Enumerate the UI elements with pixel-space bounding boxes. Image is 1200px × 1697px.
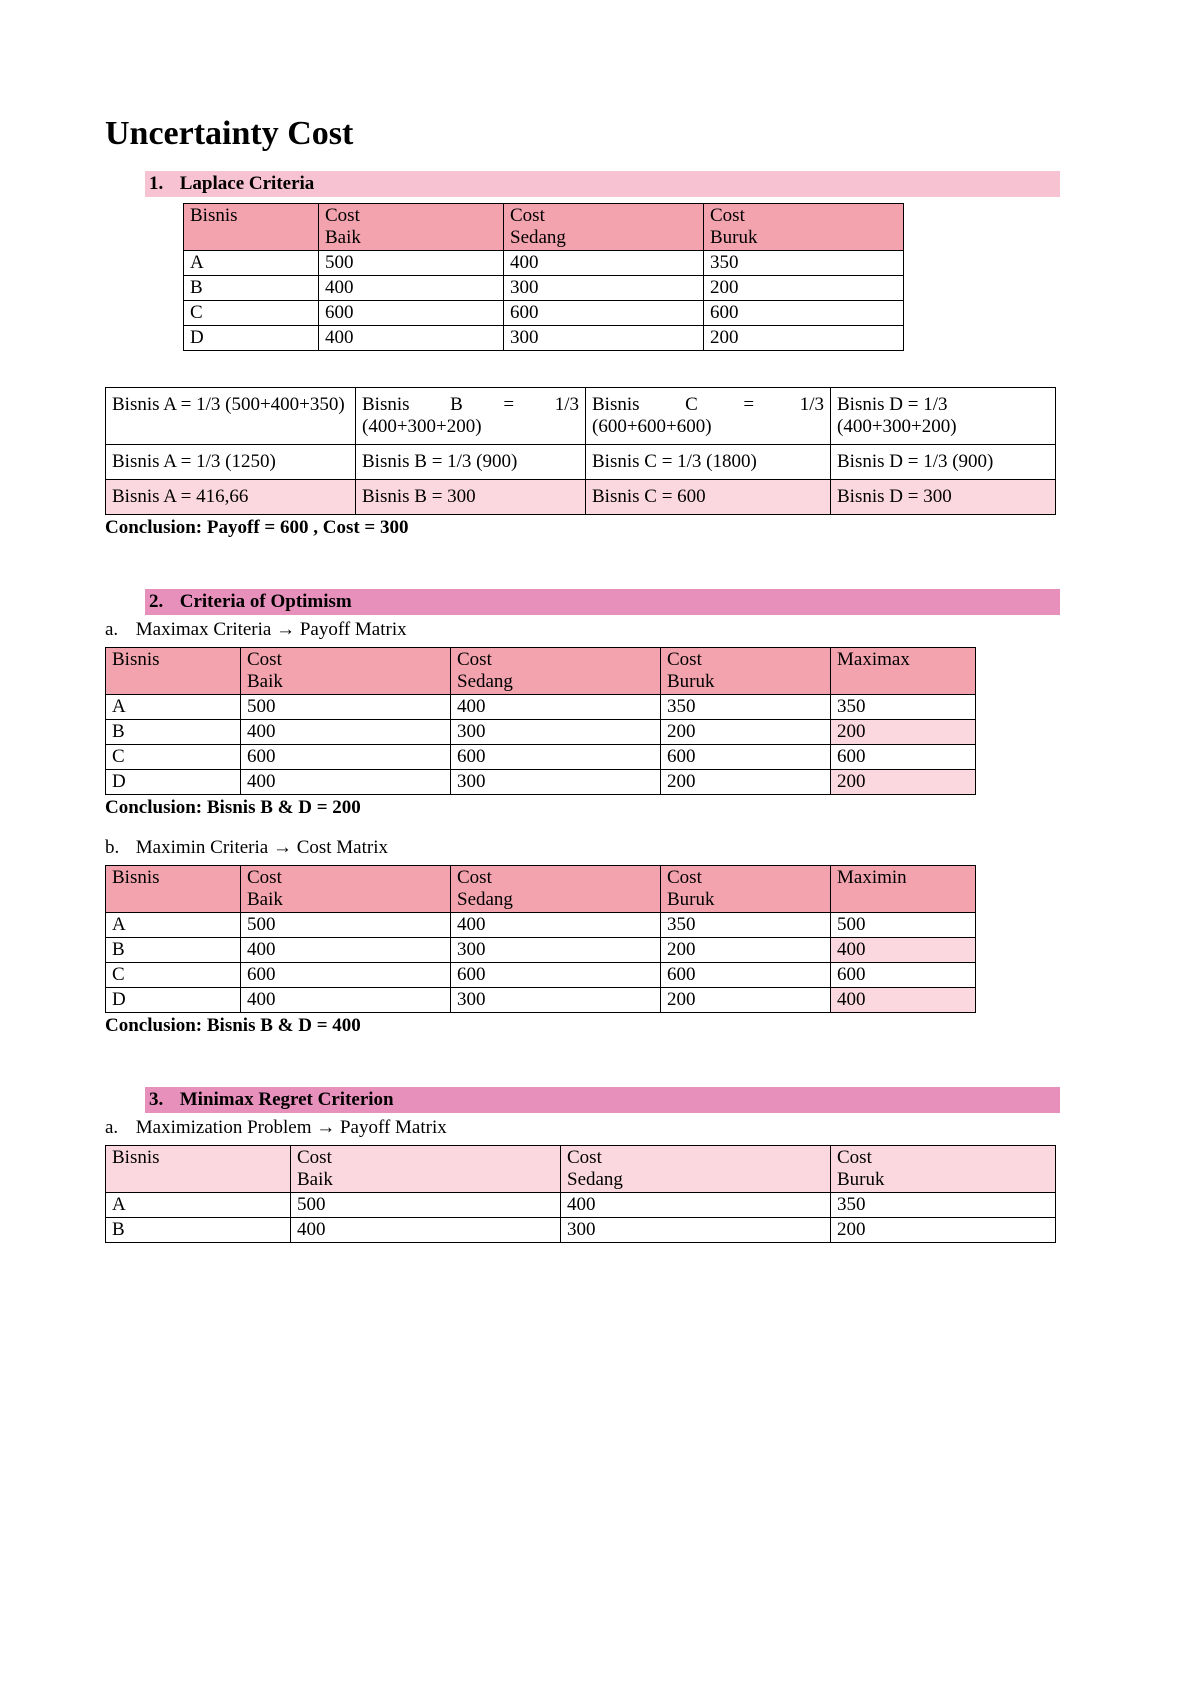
section-2a-label: a. Maximax Criteria → Payoff Matrix [105, 619, 1100, 641]
table-header: CostBuruk [704, 204, 904, 251]
table-header: CostBuruk [661, 866, 831, 913]
section-2-bar: 2. Criteria of Optimism [145, 589, 1060, 615]
table-header: CostSedang [451, 648, 661, 695]
page: Uncertainty Cost 1. Laplace Criteria Bis… [0, 0, 1200, 1697]
minimax-table: BisnisCostBaikCostSedangCostBurukA500400… [105, 1145, 1056, 1243]
maximin-conclusion: Conclusion: Bisnis B & D = 400 [105, 1015, 1100, 1037]
table-row: D400300200200 [106, 770, 976, 795]
table-row: Bisnis A = 416,66Bisnis B = 300Bisnis C … [106, 480, 1056, 515]
section-2b-letter: b. [105, 837, 131, 859]
table-header: CostBuruk [661, 648, 831, 695]
table-header: CostBaik [319, 204, 504, 251]
table-header: Bisnis [106, 1146, 291, 1193]
table-row: B400300200200 [106, 720, 976, 745]
table-row: C600600600600 [106, 745, 976, 770]
table-header: Maximax [831, 648, 976, 695]
table-header: Bisnis [106, 866, 241, 913]
section-2a-letter: a. [105, 619, 131, 641]
table-row: A500400350350 [106, 695, 976, 720]
laplace-cost-table: BisnisCostBaikCostSedangCostBurukA500400… [183, 203, 904, 351]
table-row: D400300200 [184, 326, 904, 351]
section-3-number: 3. [149, 1089, 175, 1111]
table-header: CostBaik [241, 648, 451, 695]
page-title: Uncertainty Cost [105, 115, 1100, 153]
table-row: A500400350500 [106, 913, 976, 938]
laplace-calc-table: Bisnis A = 1/3 (500+400+350)Bisnis B = 1… [105, 387, 1056, 515]
maximax-conclusion: Conclusion: Bisnis B & D = 200 [105, 797, 1100, 819]
table-row: Bisnis A = 1/3 (500+400+350)Bisnis B = 1… [106, 388, 1056, 445]
section-2b-text: Maximin Criteria → Cost Matrix [136, 837, 388, 858]
table-header: CostSedang [561, 1146, 831, 1193]
table-header: Bisnis [106, 648, 241, 695]
laplace-cost-table-wrap: BisnisCostBaikCostSedangCostBurukA500400… [183, 203, 1100, 351]
section-2a-text: Maximax Criteria → Payoff Matrix [136, 619, 407, 640]
table-header: CostSedang [451, 866, 661, 913]
table-header: Maximin [831, 866, 976, 913]
section-1-number: 1. [149, 173, 175, 195]
table-header: CostBuruk [831, 1146, 1056, 1193]
table-row: A500400350 [184, 251, 904, 276]
section-2-number: 2. [149, 591, 175, 613]
table-header: Bisnis [184, 204, 319, 251]
table-row: D400300200400 [106, 988, 976, 1013]
section-1-bar: 1. Laplace Criteria [145, 171, 1060, 197]
table-row: B400300200 [184, 276, 904, 301]
section-3-bar: 3. Minimax Regret Criterion [145, 1087, 1060, 1113]
section-2b-label: b. Maximin Criteria → Cost Matrix [105, 837, 1100, 859]
maximax-table: BisnisCostBaikCostSedangCostBurukMaximax… [105, 647, 976, 795]
section-3a-text: Maximization Problem → Payoff Matrix [136, 1117, 447, 1138]
table-row: A500400350 [106, 1193, 1056, 1218]
table-header: CostBaik [241, 866, 451, 913]
table-row: Bisnis A = 1/3 (1250)Bisnis B = 1/3 (900… [106, 445, 1056, 480]
table-row: C600600600 [184, 301, 904, 326]
table-header: CostSedang [504, 204, 704, 251]
table-row: B400300200 [106, 1218, 1056, 1243]
section-3-title: Minimax Regret Criterion [180, 1089, 394, 1110]
section-2-title: Criteria of Optimism [180, 591, 352, 612]
maximin-table: BisnisCostBaikCostSedangCostBurukMaximin… [105, 865, 976, 1013]
section-3a-label: a. Maximization Problem → Payoff Matrix [105, 1117, 1100, 1139]
section-3a-letter: a. [105, 1117, 131, 1139]
table-header: CostBaik [291, 1146, 561, 1193]
laplace-conclusion: Conclusion: Payoff = 600 , Cost = 300 [105, 517, 1100, 539]
table-row: C600600600600 [106, 963, 976, 988]
table-row: B400300200400 [106, 938, 976, 963]
section-1-title: Laplace Criteria [180, 173, 315, 194]
